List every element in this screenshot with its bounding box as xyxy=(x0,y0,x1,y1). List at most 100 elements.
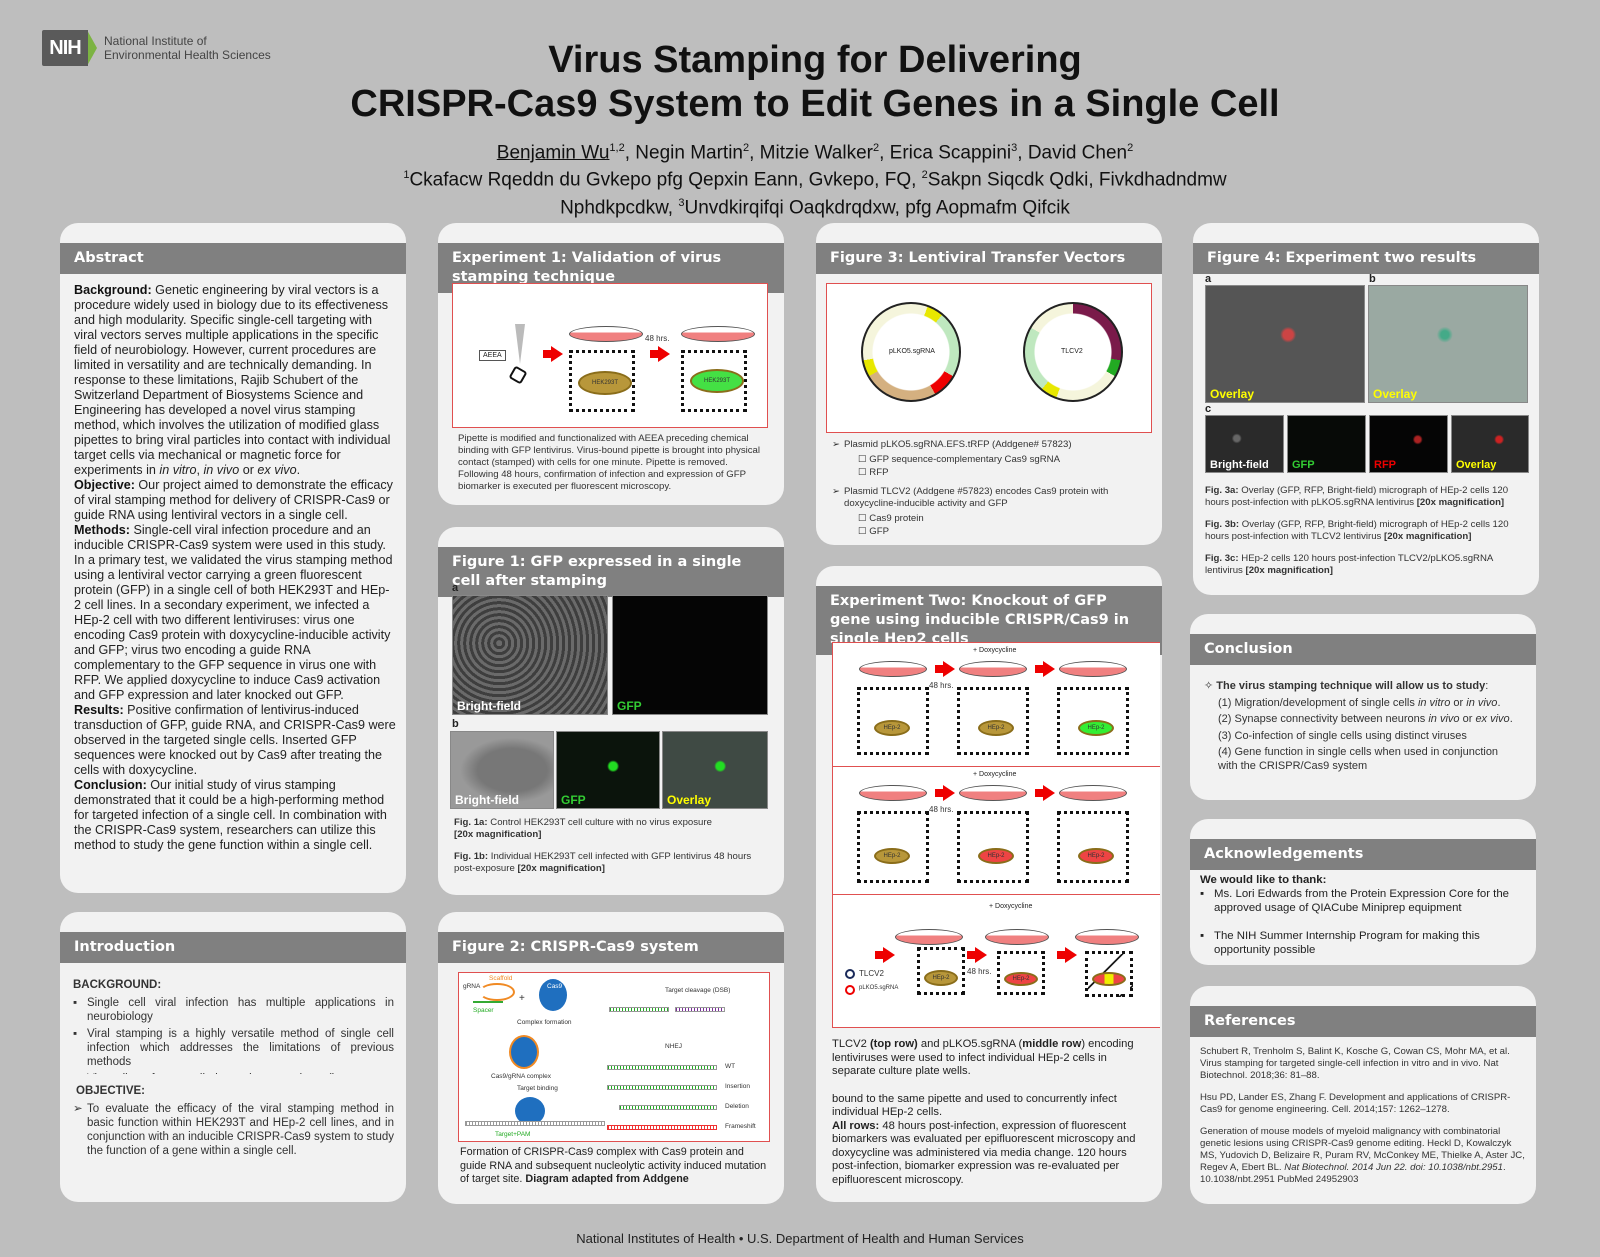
figure4-heading: Figure 4: Experiment two results xyxy=(1193,243,1539,274)
time-label: 48 hrs. xyxy=(645,334,670,343)
plko5-legend-icon xyxy=(845,985,855,995)
abstract-body: Background: Genetic engineering by viral… xyxy=(74,283,396,852)
dna-cut-right-icon xyxy=(675,1007,725,1012)
list-item: Viral stamping is a highly versatile met… xyxy=(73,1027,394,1069)
experiment2-diagram: + Doxycycline 48 hrs. HEp-2 HEp-2 HEp-2 … xyxy=(832,642,1160,1028)
author-list: Benjamin Wu1,2, Negin Martin2, Mitzie Wa… xyxy=(496,142,1134,164)
culture-dish-icon xyxy=(681,326,755,342)
references-panel: References Schubert R, Trenholm S, Balin… xyxy=(1190,986,1536,1204)
intro-objective-item: ➢ To evaluate the efficacy of the viral … xyxy=(73,1103,394,1157)
dna-cut-left-icon xyxy=(609,1007,669,1012)
figure1-heading: Figure 1: GFP expressed in a single cell… xyxy=(438,547,784,597)
arrow-right-icon xyxy=(543,346,563,362)
conclusion-heading: Conclusion xyxy=(1190,634,1536,665)
affiliations-line-2: Nphdkpcdkw, 3Unvdkirqifqi Oaqkdrqdxw, pf… xyxy=(560,196,1070,218)
fig1b-overlay-image: Overlay xyxy=(662,731,768,809)
fig1a-brightfield-image: Bright-field xyxy=(452,595,608,715)
row-plko5: + Doxycycline 48 hrs. HEp-2 HEp-2 HEp-2 xyxy=(833,767,1160,895)
list-item: Ms. Lori Edwards from the Protein Expres… xyxy=(1200,887,1526,915)
nih-logo-mark: NIH xyxy=(42,30,88,66)
fig4c-gfp-image: GFP xyxy=(1287,415,1366,473)
row-tlcv2: + Doxycycline 48 hrs. HEp-2 HEp-2 HEp-2 xyxy=(833,643,1160,767)
list-item: ➢ Plasmid TLCV2 (Addgene #57823) encodes … xyxy=(832,486,1109,509)
arrow-bullet-icon: ➢ xyxy=(73,1103,83,1115)
plasmid-maps: pLKO5.sgRNA TLCV2 xyxy=(826,283,1152,433)
poster-title: Virus Stamping for Delivering CRISPR-Cas… xyxy=(350,39,1280,125)
nih-logo: NIH National Institute of Environmental … xyxy=(42,30,271,66)
knockout-box xyxy=(1085,951,1133,997)
experiment1-panel: Experiment 1: Validation of virus stampi… xyxy=(438,223,784,505)
introduction-heading: Introduction xyxy=(60,932,406,963)
affiliations-line-1: 1Ckafacw Rqeddn du Gvkepo pfg Qepxin Ean… xyxy=(403,169,1227,191)
experiment1-caption: Pipette is modified and functionalized w… xyxy=(458,433,761,492)
dna-strand-icon xyxy=(465,1121,605,1126)
zoom-box: HEK293T xyxy=(681,350,747,412)
plasmid2-map: TLCV2 xyxy=(1023,302,1123,402)
acknowledgements-panel: Acknowledgements We would like to thank:… xyxy=(1190,819,1536,965)
pipette-icon xyxy=(515,324,525,364)
figure3-panel: Figure 3: Lentiviral Transfer Vectors pL… xyxy=(816,223,1162,545)
list-item: (4) Gene function in single cells when u… xyxy=(1218,746,1499,772)
arrow-right-icon xyxy=(650,346,670,362)
intro-objective-heading: OBJECTIVE: xyxy=(76,1085,146,1097)
cas9-bound-icon xyxy=(515,1097,545,1125)
zoom-box: HEK293T xyxy=(569,350,635,412)
fig4c-overlay-image: Overlay xyxy=(1451,415,1529,473)
grna-scaffold-icon xyxy=(479,983,515,1001)
footer: National Institutes of Health • U.S. Dep… xyxy=(576,1231,1024,1246)
reference-item: Hsu PD, Lander ES, Zhang F. Development … xyxy=(1200,1092,1511,1115)
abstract-heading: Abstract xyxy=(60,243,406,274)
reference-item: Schubert R, Trenholm S, Balint K, Kosche… xyxy=(1200,1046,1510,1081)
fig1b-brightfield-image: Bright-field xyxy=(450,731,554,809)
spacer-line-icon xyxy=(473,1001,503,1003)
cas9-complex-icon xyxy=(509,1035,539,1069)
acknowledgements-body: We would like to thank: Ms. Lori Edwards… xyxy=(1200,873,1526,960)
figure2-caption: Formation of CRISPR-Cas9 complex with Ca… xyxy=(460,1146,767,1185)
fig4a-overlay-image: Overlay xyxy=(1205,285,1365,403)
fig4c-rfp-image: RFP xyxy=(1369,415,1448,473)
figure3-heading: Figure 3: Lentiviral Transfer Vectors xyxy=(816,243,1162,274)
conclusion-body: ✧ The virus stamping technique will allo… xyxy=(1204,680,1526,773)
row-combined: + Doxycycline TLCV2 pLKO5.sgRNA HEp-2 48… xyxy=(833,895,1160,1027)
plasmid1-map: pLKO5.sgRNA xyxy=(861,302,961,402)
reference-item: Generation of mouse models of myeloid ma… xyxy=(1200,1126,1525,1185)
intro-background-list: Single cell viral infection has multiple… xyxy=(73,996,394,1074)
figure2-panel: Figure 2: CRISPR-Cas9 system gRNA Scaffo… xyxy=(438,912,784,1204)
acknowledgements-heading: Acknowledgements xyxy=(1190,839,1536,870)
figure1-panel: Figure 1: GFP expressed in a single cell… xyxy=(438,527,784,895)
intro-background-heading: BACKGROUND: xyxy=(73,979,162,991)
cas9-protein-icon: Cas9 xyxy=(539,979,567,1011)
conclusion-panel: Conclusion ✧ The virus stamping techniqu… xyxy=(1190,614,1536,800)
nih-chevron-icon xyxy=(87,30,97,66)
list-item: (2) Synapse connectivity between neurons… xyxy=(1218,713,1513,725)
gfp-cell: HEK293T xyxy=(690,369,744,393)
figure4-captions: Fig. 3a: Overlay (GFP, RFP, Bright-field… xyxy=(1205,485,1509,576)
tlcv2-legend-icon xyxy=(845,969,855,979)
figure4-panel: Figure 4: Experiment two results a b Ove… xyxy=(1193,223,1539,595)
fig1a-caption: Fig. 1a: Control HEK293T cell culture wi… xyxy=(454,817,712,840)
fig1b-caption: Fig. 1b: Individual HEK293T cell infecte… xyxy=(454,851,752,874)
hek-cell: HEK293T xyxy=(578,371,632,395)
aeea-label: AEEA xyxy=(479,350,506,361)
experiment1-diagram: AEEA HEK293T 48 hrs. HEK293T xyxy=(452,283,768,428)
virus-hex-icon xyxy=(508,365,528,385)
list-item: (3) Co-infection of single cells using d… xyxy=(1218,729,1467,742)
figure2-heading: Figure 2: CRISPR-Cas9 system xyxy=(438,932,784,963)
references-heading: References xyxy=(1190,1006,1536,1037)
introduction-panel: Introduction BACKGROUND: Single cell vir… xyxy=(60,912,406,1202)
fig4b-overlay-image: Overlay xyxy=(1368,285,1528,403)
crispr-diagram: gRNA Scaffold Spacer Cas9 + Complex form… xyxy=(458,972,770,1142)
fig1b-gfp-image: GFP xyxy=(556,731,660,809)
institute-name: National Institute of Environmental Heal… xyxy=(104,34,271,62)
culture-dish-icon xyxy=(569,326,643,342)
figure3-list: ➢ Plasmid pLKO5.sgRNA.EFS.tRFP (Addgene# … xyxy=(832,439,1152,538)
experiment2-panel: Experiment Two: Knockout of GFP gene usi… xyxy=(816,566,1162,1202)
list-item: Single cell viral infection has multiple… xyxy=(73,996,394,1024)
list-item: The NIH Summer Internship Program for ma… xyxy=(1200,929,1526,957)
abstract-panel: Abstract Background: Genetic engineering… xyxy=(60,223,406,893)
references-list: Schubert R, Trenholm S, Balint K, Kosche… xyxy=(1200,1046,1528,1186)
experiment2-caption: TLCV2 (top row) and pLKO5.sgRNA (middle … xyxy=(832,1038,1136,1186)
fig1a-gfp-image: GFP xyxy=(612,595,768,715)
list-item: Virus allows for controlled complex proc… xyxy=(73,1072,394,1074)
author-block: Benjamin Wu1,2, Negin Martin2, Mitzie Wa… xyxy=(0,137,1600,219)
